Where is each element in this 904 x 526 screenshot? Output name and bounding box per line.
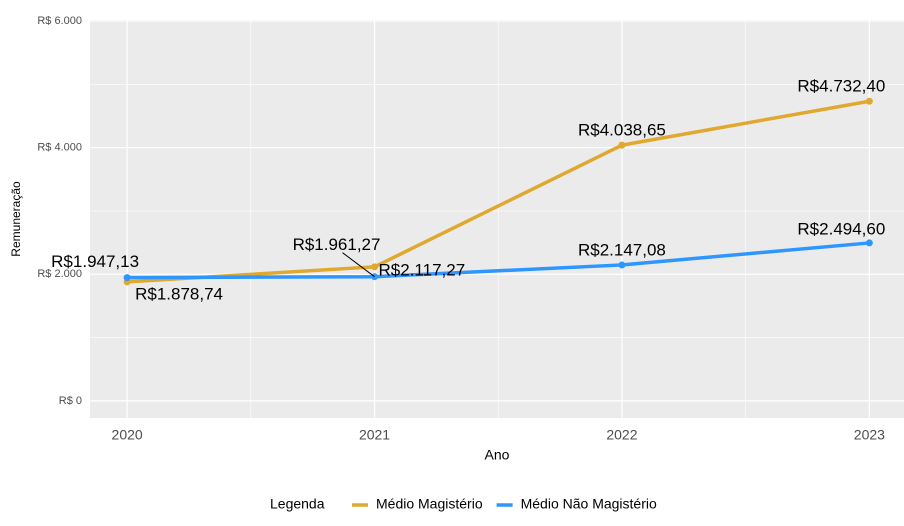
data-point <box>865 97 873 105</box>
data-point <box>371 263 379 271</box>
data-label: R$1.878,74 <box>135 284 223 303</box>
series-line <box>127 99 870 284</box>
data-label: R$1.961,27 <box>293 235 381 254</box>
x-axis-title: Ano <box>485 447 510 463</box>
y-tick-label: R$ 4.000 <box>37 142 82 154</box>
y-tick-label: R$ 0 <box>59 395 82 407</box>
data-label: R$2.494,60 <box>797 219 885 238</box>
label-connector <box>342 252 375 278</box>
data-point <box>618 141 626 149</box>
data-label: R$2.147,08 <box>578 240 666 259</box>
y-axis-title: Remuneração <box>9 181 23 257</box>
legend-label: Médio Não Magistério <box>521 496 657 512</box>
x-tick-label: 2022 <box>606 427 637 443</box>
data-label: R$2.117,27 <box>379 260 466 279</box>
series-line <box>127 241 870 280</box>
y-tick-label: R$ 6.000 <box>37 15 82 27</box>
x-tick-label: 2021 <box>359 427 390 443</box>
x-tick-label: 2023 <box>854 427 885 443</box>
data-point <box>865 239 873 247</box>
data-label: R$1.947,13 <box>51 252 139 271</box>
legend-title: Legenda <box>270 496 325 512</box>
y-tick-label: R$ 2.000 <box>37 268 82 280</box>
data-point <box>618 261 626 269</box>
data-point <box>123 274 131 282</box>
legend-label: Médio Magistério <box>376 496 483 512</box>
panel <box>90 20 904 418</box>
data-label: R$4.732,40 <box>797 77 885 96</box>
data-label: R$4.038,65 <box>578 121 666 140</box>
x-tick-label: 2020 <box>112 427 143 443</box>
